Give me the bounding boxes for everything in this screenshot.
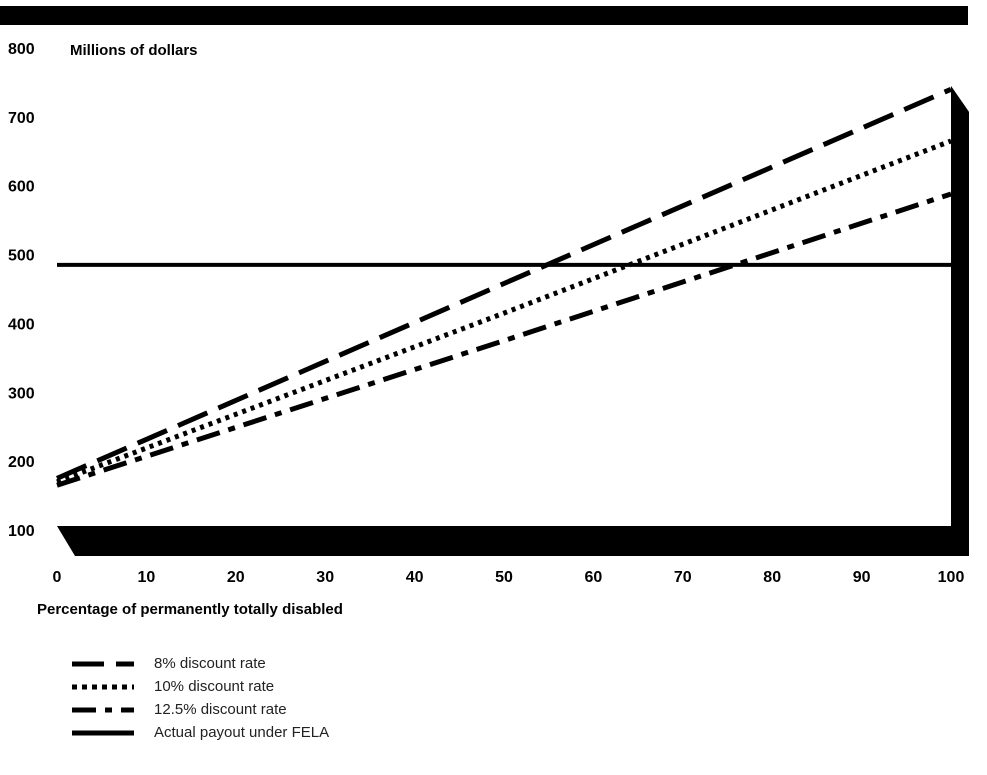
top-frame-bar <box>0 6 968 25</box>
legend-label: 8% discount rate <box>154 655 266 672</box>
legend-label: Actual payout under FELA <box>154 724 330 741</box>
series-line <box>56 138 952 485</box>
x-axis: 0 10 20 30 40 50 60 70 80 90 100 <box>53 569 965 586</box>
y-tick-label: 700 <box>8 110 35 127</box>
legend-label: 10% discount rate <box>154 678 275 695</box>
x-tick-label: 40 <box>406 569 424 586</box>
series-line <box>56 191 952 488</box>
y-tick-label: 600 <box>8 179 35 196</box>
y-tick-label: 200 <box>8 454 35 471</box>
y-tick-label: 100 <box>8 523 35 540</box>
x-tick-label: 30 <box>316 569 334 586</box>
x-tick-label: 0 <box>53 569 62 586</box>
x-tick-label: 20 <box>227 569 245 586</box>
y-axis-label: Millions of dollars <box>70 42 198 59</box>
legend-swatch <box>72 684 134 689</box>
y-tick-label: 800 <box>8 41 35 58</box>
x-tick-label: 80 <box>763 569 781 586</box>
x-tick-label: 60 <box>585 569 603 586</box>
legend-swatch <box>72 730 134 735</box>
legend-item: 8% discount rate <box>72 652 329 675</box>
legend-item: 10% discount rate <box>72 675 329 698</box>
x-tick-label: 10 <box>138 569 156 586</box>
series-layer <box>56 87 952 488</box>
plot-floor <box>57 85 969 556</box>
legend-label: 12.5% discount rate <box>154 701 287 718</box>
plot-floor-slab <box>57 526 969 556</box>
x-tick-label: 90 <box>853 569 871 586</box>
series-line <box>56 87 952 481</box>
y-tick-label: 500 <box>8 248 35 265</box>
legend-swatch <box>72 661 134 666</box>
y-tick-label: 300 <box>8 385 35 402</box>
x-tick-label: 100 <box>938 569 965 586</box>
x-tick-label: 70 <box>674 569 692 586</box>
y-tick-label: 400 <box>8 316 35 333</box>
y-axis: 100 200 300 400 500 600 700 800 <box>8 41 35 540</box>
legend-swatch <box>72 707 134 712</box>
x-axis-label: Percentage of permanently totally disabl… <box>37 601 343 618</box>
x-tick-label: 50 <box>495 569 513 586</box>
plot-right-wall <box>951 85 969 556</box>
legend: 8% discount rate 10% discount rate 12.5% d… <box>72 652 329 744</box>
legend-item: 12.5% discount rate <box>72 698 329 721</box>
legend-item: Actual payout under FELA <box>72 721 329 744</box>
